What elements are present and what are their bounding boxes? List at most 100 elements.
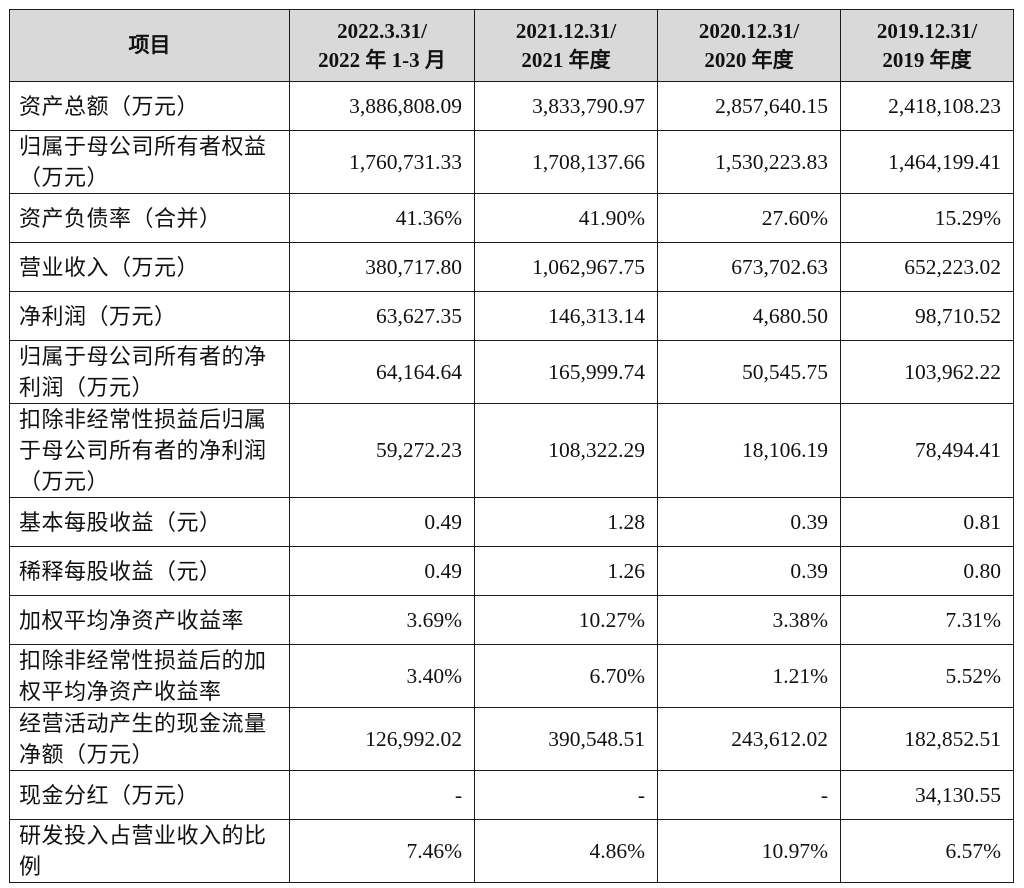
- header-row: 项目 2022.3.31/ 2022 年 1-3 月 2021.12.31/ 2…: [9, 9, 1014, 82]
- row-label: 净利润（万元）: [9, 291, 290, 341]
- header-period-date: 2021.12.31/: [515, 18, 617, 43]
- cell-value: 0.81: [840, 497, 1014, 547]
- cell-value: 50,545.75: [657, 340, 841, 404]
- cell-value: 3.40%: [289, 644, 475, 708]
- cell-value: 15.29%: [840, 193, 1014, 243]
- cell-value: 4.86%: [474, 819, 658, 883]
- table-row: 归属于母公司所有者权益（万元） 1,760,731.33 1,708,137.6…: [9, 130, 1014, 194]
- header-period-span: 2019 年度: [882, 47, 972, 72]
- row-label: 经营活动产生的现金流量净额（万元）: [9, 707, 290, 771]
- cell-value: 1,530,223.83: [657, 130, 841, 194]
- cell-value: 3,833,790.97: [474, 81, 658, 131]
- cell-value: 0.39: [657, 546, 841, 596]
- header-item-label: 项目: [128, 33, 171, 57]
- cell-value: -: [474, 770, 658, 820]
- cell-value: 63,627.35: [289, 291, 475, 341]
- financial-indicators-table-wrapper: 项目 2022.3.31/ 2022 年 1-3 月 2021.12.31/ 2…: [9, 9, 1014, 883]
- cell-value: 41.90%: [474, 193, 658, 243]
- table-row: 现金分红（万元） - - - 34,130.55: [9, 770, 1014, 820]
- header-item: 项目: [9, 9, 290, 82]
- cell-value: 1.28: [474, 497, 658, 547]
- table-row: 研发投入占营业收入的比例 7.46% 4.86% 10.97% 6.57%: [9, 819, 1014, 883]
- cell-value: 7.46%: [289, 819, 475, 883]
- cell-value: 10.97%: [657, 819, 841, 883]
- header-period-span: 2020 年度: [704, 47, 794, 72]
- cell-value: 165,999.74: [474, 340, 658, 404]
- table-header: 项目 2022.3.31/ 2022 年 1-3 月 2021.12.31/ 2…: [9, 9, 1014, 82]
- table-row: 稀释每股收益（元） 0.49 1.26 0.39 0.80: [9, 546, 1014, 596]
- cell-value: 2,418,108.23: [840, 81, 1014, 131]
- cell-value: 380,717.80: [289, 242, 475, 292]
- header-period-span: 2021 年度: [521, 47, 611, 72]
- cell-value: 41.36%: [289, 193, 475, 243]
- row-label: 归属于母公司所有者权益（万元）: [9, 130, 290, 194]
- cell-value: 6.57%: [840, 819, 1014, 883]
- cell-value: 390,548.51: [474, 707, 658, 771]
- row-label: 研发投入占营业收入的比例: [9, 819, 290, 883]
- row-label: 基本每股收益（元）: [9, 497, 290, 547]
- cell-value: 78,494.41: [840, 403, 1014, 498]
- row-label: 扣除非经常性损益后归属于母公司所有者的净利润（万元）: [9, 403, 290, 498]
- table-row: 扣除非经常性损益后归属于母公司所有者的净利润（万元） 59,272.23 108…: [9, 403, 1014, 498]
- table-row: 归属于母公司所有者的净利润（万元） 64,164.64 165,999.74 5…: [9, 340, 1014, 404]
- cell-value: 0.49: [289, 497, 475, 547]
- row-label: 现金分红（万元）: [9, 770, 290, 820]
- cell-value: 1,062,967.75: [474, 242, 658, 292]
- cell-value: 673,702.63: [657, 242, 841, 292]
- cell-value: 243,612.02: [657, 707, 841, 771]
- row-label: 加权平均净资产收益率: [9, 595, 290, 645]
- cell-value: 59,272.23: [289, 403, 475, 498]
- header-period-2019: 2019.12.31/ 2019 年度: [840, 9, 1014, 82]
- cell-value: -: [657, 770, 841, 820]
- cell-value: 3.69%: [289, 595, 475, 645]
- cell-value: 7.31%: [840, 595, 1014, 645]
- row-label: 资产负债率（合并）: [9, 193, 290, 243]
- cell-value: 103,962.22: [840, 340, 1014, 404]
- cell-value: 34,130.55: [840, 770, 1014, 820]
- row-label: 归属于母公司所有者的净利润（万元）: [9, 340, 290, 404]
- row-label: 稀释每股收益（元）: [9, 546, 290, 596]
- header-period-span: 2022 年 1-3 月: [318, 47, 446, 72]
- cell-value: 0.80: [840, 546, 1014, 596]
- cell-value: 108,322.29: [474, 403, 658, 498]
- cell-value: 6.70%: [474, 644, 658, 708]
- financial-indicators-table: 项目 2022.3.31/ 2022 年 1-3 月 2021.12.31/ 2…: [9, 9, 1014, 883]
- cell-value: 182,852.51: [840, 707, 1014, 771]
- header-period-2021: 2021.12.31/ 2021 年度: [474, 9, 658, 82]
- cell-value: 4,680.50: [657, 291, 841, 341]
- cell-value: 98,710.52: [840, 291, 1014, 341]
- cell-value: 3,886,808.09: [289, 81, 475, 131]
- table-row: 资产负债率（合并） 41.36% 41.90% 27.60% 15.29%: [9, 193, 1014, 243]
- cell-value: 2,857,640.15: [657, 81, 841, 131]
- cell-value: 652,223.02: [840, 242, 1014, 292]
- cell-value: 10.27%: [474, 595, 658, 645]
- cell-value: 27.60%: [657, 193, 841, 243]
- cell-value: 0.39: [657, 497, 841, 547]
- header-period-date: 2022.3.31/: [337, 18, 427, 43]
- table-row: 资产总额（万元） 3,886,808.09 3,833,790.97 2,857…: [9, 81, 1014, 131]
- cell-value: 1,464,199.41: [840, 130, 1014, 194]
- table-body: 资产总额（万元） 3,886,808.09 3,833,790.97 2,857…: [9, 81, 1014, 883]
- row-label: 资产总额（万元）: [9, 81, 290, 131]
- cell-value: 1,708,137.66: [474, 130, 658, 194]
- header-period-2022q1: 2022.3.31/ 2022 年 1-3 月: [289, 9, 475, 82]
- cell-value: -: [289, 770, 475, 820]
- cell-value: 1.26: [474, 546, 658, 596]
- cell-value: 0.49: [289, 546, 475, 596]
- header-period-date: 2020.12.31/: [698, 18, 800, 43]
- row-label: 营业收入（万元）: [9, 242, 290, 292]
- cell-value: 3.38%: [657, 595, 841, 645]
- table-row: 基本每股收益（元） 0.49 1.28 0.39 0.81: [9, 497, 1014, 547]
- cell-value: 1.21%: [657, 644, 841, 708]
- table-row: 加权平均净资产收益率 3.69% 10.27% 3.38% 7.31%: [9, 595, 1014, 645]
- header-period-date: 2019.12.31/: [876, 18, 978, 43]
- cell-value: 5.52%: [840, 644, 1014, 708]
- cell-value: 18,106.19: [657, 403, 841, 498]
- table-row: 经营活动产生的现金流量净额（万元） 126,992.02 390,548.51 …: [9, 707, 1014, 771]
- row-label: 扣除非经常性损益后的加权平均净资产收益率: [9, 644, 290, 708]
- table-row: 扣除非经常性损益后的加权平均净资产收益率 3.40% 6.70% 1.21% 5…: [9, 644, 1014, 708]
- cell-value: 1,760,731.33: [289, 130, 475, 194]
- cell-value: 146,313.14: [474, 291, 658, 341]
- header-period-2020: 2020.12.31/ 2020 年度: [657, 9, 841, 82]
- cell-value: 126,992.02: [289, 707, 475, 771]
